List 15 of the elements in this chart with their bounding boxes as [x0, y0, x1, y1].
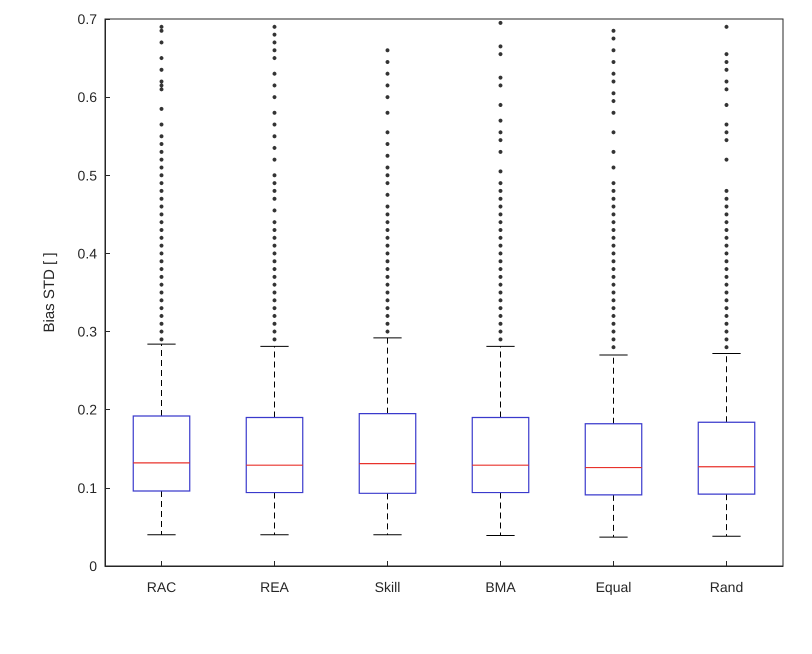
y-tick-label: 0.2 [78, 402, 98, 418]
y-tick-label: 0 [89, 558, 98, 574]
y-tick-label: 0.1 [78, 480, 98, 496]
y-tick-label: 0.7 [78, 11, 98, 27]
y-tick-label: 0.6 [78, 89, 98, 106]
y-axis-title: Bias STD [ ] [41, 252, 58, 333]
x-tick-label: RAC [146, 579, 176, 595]
x-tick-label: BMA [485, 579, 516, 595]
x-tick-label: REA [260, 579, 290, 595]
x-tick-label: Skill [374, 579, 400, 595]
y-tick-label: 0.4 [78, 245, 98, 262]
x-tick-label: Rand [710, 579, 744, 595]
y-tick-label: 0.5 [78, 167, 98, 184]
x-tick-label: Equal [596, 579, 632, 595]
y-tick-label: 0.3 [78, 324, 98, 340]
